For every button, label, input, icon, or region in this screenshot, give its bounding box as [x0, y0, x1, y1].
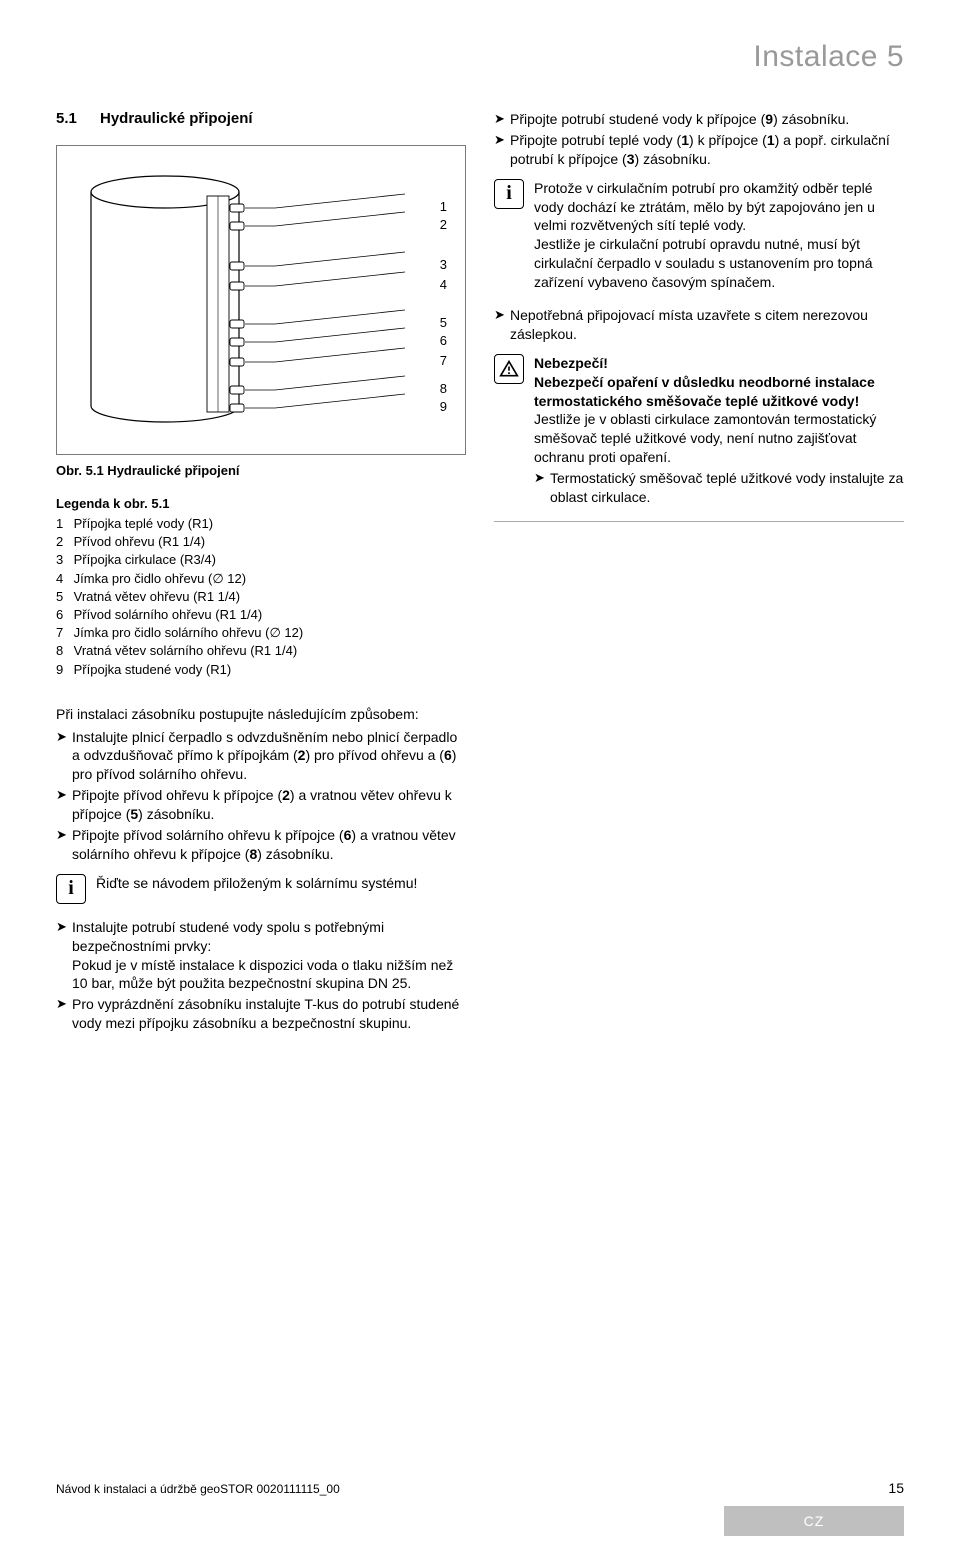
info-box: i Protože v cirkulačním potrubí pro okam…: [494, 179, 904, 292]
bullet-item: ➤Připojte potrubí studené vody k přípojc…: [494, 110, 904, 129]
bullet-item: ➤Pro vyprázdnění zásobníku instalujte T-…: [56, 995, 466, 1033]
diagram-label: 2: [440, 218, 447, 231]
diagram-label: 4: [440, 278, 447, 291]
section-number: 5.1: [56, 110, 100, 127]
legend-item: 4 Jímka pro čidlo ohřevu (∅ 12): [56, 570, 466, 588]
bullet-item: ➤Připojte přívod ohřevu k přípojce (2) a…: [56, 786, 466, 824]
legend-item: 2 Přívod ohřevu (R1 1/4): [56, 533, 466, 551]
diagram-label: 5: [440, 316, 447, 329]
bullet-item: ➤Instalujte plnicí čerpadlo s odvzdušněn…: [56, 728, 466, 785]
warning-box: Nebezpečí! Nebezpečí opaření v důsledku …: [494, 354, 904, 507]
diagram-figure: 1 2 3 4 5 6 7 8 9: [56, 145, 466, 455]
legend-item: 3 Přípojka cirkulace (R3/4): [56, 551, 466, 569]
footer-left-text: Návod k instalaci a údržbě geoSTOR 00201…: [56, 1482, 340, 1496]
info-text: Protože v cirkulačním potrubí pro okamži…: [534, 179, 904, 292]
info-icon: i: [56, 874, 86, 904]
diagram-label: 9: [440, 400, 447, 413]
legend-item: 9 Přípojka studené vody (R1): [56, 661, 466, 679]
diagram-label: 7: [440, 354, 447, 367]
chapter-header: Instalace 5: [56, 40, 904, 74]
language-tab: CZ: [724, 1506, 904, 1536]
warning-body: Jestliže je v oblasti cirkulace zamontov…: [534, 410, 904, 467]
diagram-label: 8: [440, 382, 447, 395]
bullet-item: ➤Instalujte potrubí studené vody spolu s…: [56, 918, 466, 994]
legend-item: 6 Přívod solárního ohřevu (R1 1/4): [56, 606, 466, 624]
warning-bullet: ➤Termostatický směšovač teplé užitkové v…: [534, 469, 904, 507]
legend-item: 7 Jímka pro čidlo solárního ohřevu (∅ 12…: [56, 624, 466, 642]
info-text-solar: Řiďte se návodem přiloženým k solárnímu …: [96, 874, 466, 904]
cylinder-diagram: [85, 174, 275, 424]
leader-lines: [275, 174, 425, 434]
info-icon: i: [494, 179, 524, 209]
diagram-label: 6: [440, 334, 447, 347]
legend-heading: Legenda k obr. 5.1: [56, 496, 466, 511]
warning-icon: [494, 354, 524, 384]
figure-caption: Obr. 5.1 Hydraulické připojení: [56, 463, 466, 478]
warning-title: Nebezpečí!: [534, 354, 904, 373]
bullet-item: ➤Připojte potrubí teplé vody (1) k přípo…: [494, 131, 904, 169]
legend-item: 1 Přípojka teplé vody (R1): [56, 515, 466, 533]
right-bullets-top: ➤Připojte potrubí studené vody k přípojc…: [494, 110, 904, 169]
bottom-bullets-2: ➤Instalujte potrubí studené vody spolu s…: [56, 918, 466, 1033]
section-title: Hydraulické připojení: [100, 110, 253, 127]
bullet-item: ➤Připojte přívod solárního ohřevu k příp…: [56, 826, 466, 864]
right-bullet-mid: ➤Nepotřebná připojovací místa uzavřete s…: [494, 306, 904, 344]
separator-line: [494, 521, 904, 522]
legend-item: 8 Vratná větev solárního ohřevu (R1 1/4): [56, 642, 466, 660]
diagram-label: 3: [440, 258, 447, 271]
bullet-item: ➤Nepotřebná připojovací místa uzavřete s…: [494, 306, 904, 344]
info-box-solar: i Řiďte se návodem přiloženým k solárním…: [56, 874, 466, 904]
legend-item: 5 Vratná větev ohřevu (R1 1/4): [56, 588, 466, 606]
legend-list: 1 Přípojka teplé vody (R1) 2 Přívod ohře…: [56, 515, 466, 679]
bottom-bullets-1: ➤Instalujte plnicí čerpadlo s odvzdušněn…: [56, 728, 466, 864]
warning-strong: Nebezpečí opaření v důsledku neodborné i…: [534, 373, 904, 411]
diagram-label: 1: [440, 200, 447, 213]
intro-paragraph: Při instalaci zásobníku postupujte násle…: [56, 705, 466, 724]
page-footer: Návod k instalaci a údržbě geoSTOR 00201…: [56, 1480, 904, 1496]
section-heading: 5.1Hydraulické připojení: [56, 110, 466, 127]
page-number: 15: [888, 1480, 904, 1496]
